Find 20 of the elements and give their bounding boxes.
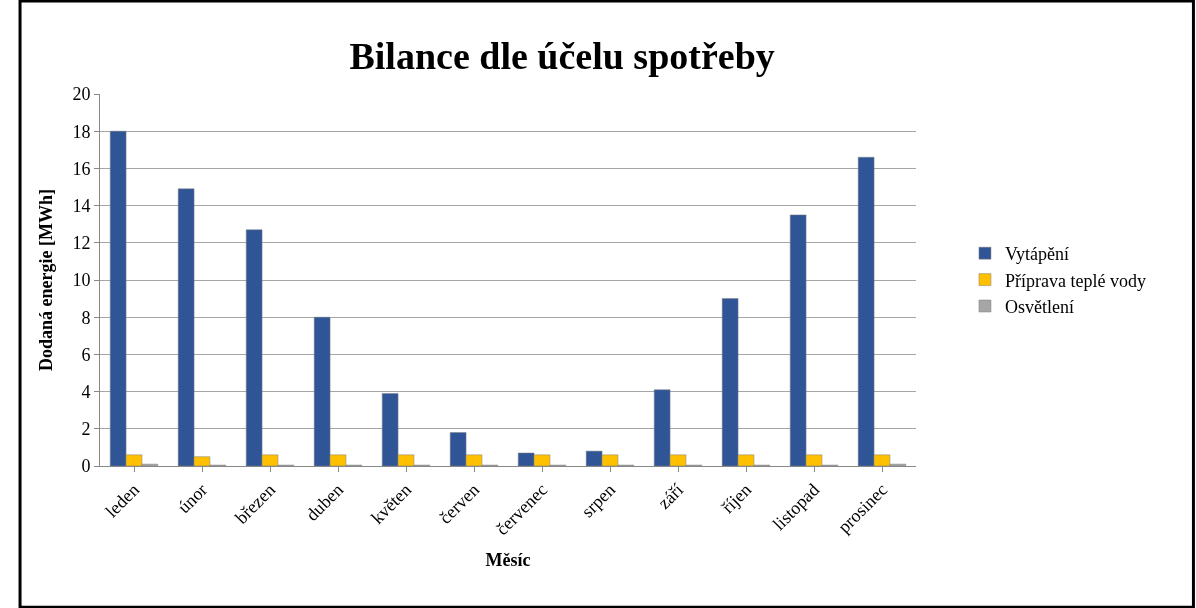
legend-label: Příprava teplé vody — [1004, 270, 1146, 291]
y-tick-label: 0 — [81, 456, 91, 477]
legend-label: Vytápění — [1004, 244, 1069, 265]
y-tick-label: 10 — [72, 270, 91, 291]
x-tick-label: říjen — [717, 479, 756, 518]
x-axis-title: Měsíc — [485, 550, 531, 571]
y-tick-label: 12 — [72, 233, 91, 254]
chart-title: Bilance dle účelu spotřeby — [349, 35, 775, 78]
y-tick-label: 2 — [81, 419, 91, 440]
legend-label: Osvětlení — [1004, 297, 1074, 318]
y-tick-label: 14 — [72, 195, 91, 216]
x-tick-label: září — [653, 479, 688, 513]
y-tick-label: 16 — [72, 158, 91, 179]
y-tick-label: 6 — [81, 344, 91, 365]
y-tick-label: 18 — [72, 121, 91, 142]
y-tick-label: 4 — [81, 381, 91, 402]
y-tick-label: 8 — [81, 307, 91, 328]
y-axis-title: Dodaná energie [MWh] — [35, 189, 56, 371]
y-tick-label: 20 — [72, 84, 91, 105]
x-tick-label: únor — [173, 479, 212, 518]
